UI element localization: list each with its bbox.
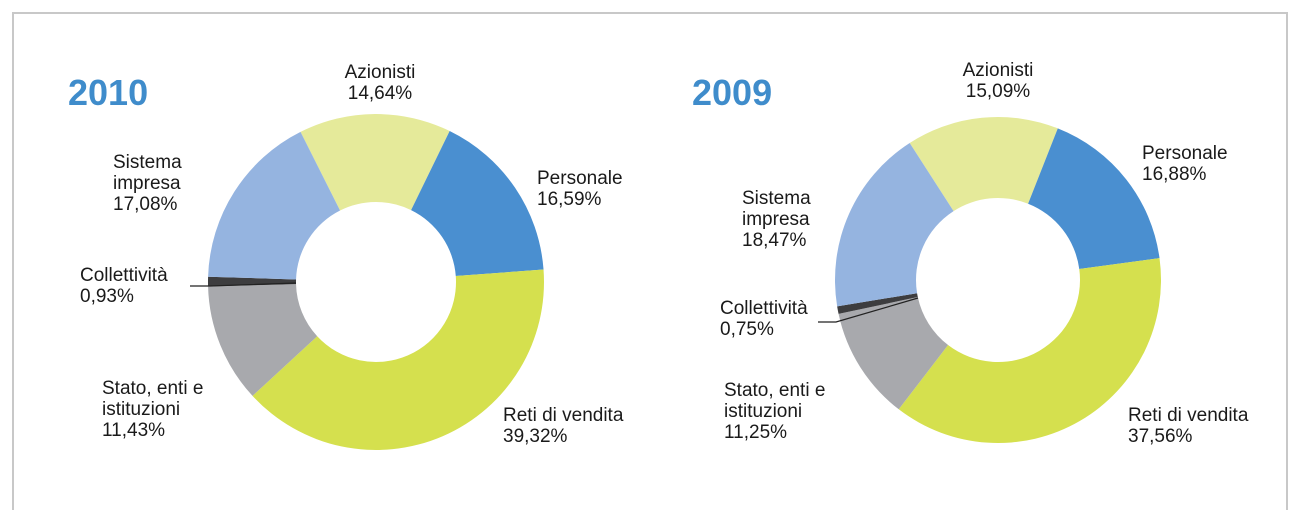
donut-slice bbox=[837, 293, 918, 314]
value-label: 37,56% bbox=[1128, 426, 1193, 447]
value-label: 11,25% bbox=[724, 422, 788, 443]
frame bbox=[12, 12, 1288, 510]
chart-title: 2010 bbox=[68, 72, 149, 113]
value-label: 16,59% bbox=[537, 189, 602, 210]
category-name: Stato, enti e istituzioni bbox=[102, 378, 204, 420]
slice-label: Reti di vendita 37,56% bbox=[1128, 405, 1288, 447]
slice-label: Collettività 0,75% bbox=[720, 298, 860, 340]
slice-label: Sistema impresa 18,47% bbox=[742, 188, 837, 251]
slice-label: Sistema impresa 17,08% bbox=[113, 152, 208, 215]
leader-line bbox=[818, 297, 919, 323]
donut-slice bbox=[838, 297, 949, 410]
slice-label: Stato, enti e istituzioni 11,25% bbox=[724, 380, 854, 443]
donut-slice bbox=[835, 142, 954, 307]
slice-label: Personale 16,88% bbox=[1142, 143, 1282, 185]
category-name: Sistema impresa bbox=[113, 152, 182, 194]
donut-slice bbox=[1028, 128, 1160, 270]
leader-line bbox=[190, 282, 297, 287]
value-label: 14,64% bbox=[347, 83, 413, 104]
value-label: 18,47% bbox=[742, 230, 807, 251]
value-label: 15,09% bbox=[965, 81, 1031, 102]
donut-slice bbox=[898, 258, 1161, 443]
category-name: Stato, enti e istituzioni bbox=[724, 380, 826, 422]
category-name: Sistema impresa bbox=[742, 188, 811, 230]
donut-slice bbox=[411, 131, 544, 277]
slice-label: Collettività 0,93% bbox=[80, 265, 220, 307]
donut-slice bbox=[208, 131, 341, 280]
slice-label: Stato, enti e istituzioni 11,43% bbox=[102, 378, 232, 441]
category-name: Collettività bbox=[720, 298, 808, 319]
category-name: Personale bbox=[1142, 143, 1228, 164]
value-label: 0,75% bbox=[720, 319, 774, 340]
donut-slice bbox=[208, 284, 318, 396]
donut-slice bbox=[300, 114, 450, 211]
value-label: 17,08% bbox=[113, 194, 178, 215]
donut-slice bbox=[909, 116, 1058, 212]
category-name: Azionisti bbox=[962, 60, 1034, 81]
value-label: 16,88% bbox=[1142, 164, 1207, 185]
donut-slice bbox=[252, 269, 545, 450]
value-label: 11,43% bbox=[102, 420, 166, 441]
category-name: Azionisti bbox=[344, 62, 416, 83]
slice-label: Personale 16,59% bbox=[537, 168, 677, 210]
category-name: Reti di vendita bbox=[503, 405, 624, 426]
slice-label: Reti di vendita 39,32% bbox=[503, 405, 663, 447]
category-name: Personale bbox=[537, 168, 623, 189]
slice-label: Azionisti 15,09% bbox=[928, 60, 1068, 102]
value-label: 0,93% bbox=[80, 286, 134, 307]
value-label: 39,32% bbox=[503, 426, 568, 447]
category-name: Collettività bbox=[80, 265, 168, 286]
slice-label: Azionisti 14,64% bbox=[310, 62, 450, 104]
chart-title: 2009 bbox=[692, 72, 773, 113]
category-name: Reti di vendita bbox=[1128, 405, 1249, 426]
